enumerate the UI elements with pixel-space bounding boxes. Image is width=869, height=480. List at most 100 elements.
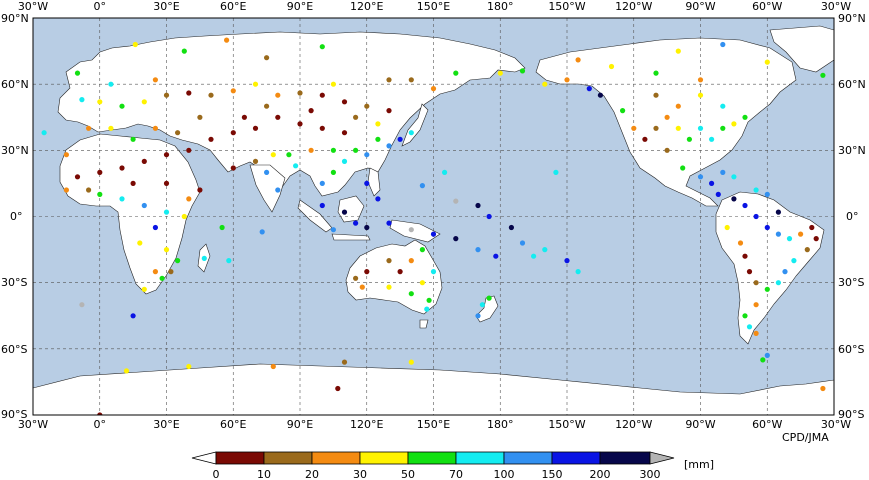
station-marker xyxy=(163,92,170,98)
station-marker xyxy=(79,302,85,308)
station-marker xyxy=(364,224,370,231)
station-marker xyxy=(353,220,359,226)
station-marker xyxy=(775,209,782,215)
station-marker xyxy=(775,280,782,286)
station-marker xyxy=(408,130,414,136)
lat-label: 30°S xyxy=(838,276,864,289)
station-marker xyxy=(159,275,165,281)
station-marker xyxy=(760,357,766,363)
station-marker xyxy=(809,224,815,231)
legend-bin xyxy=(551,451,601,465)
station-marker xyxy=(386,284,392,290)
station-marker xyxy=(201,255,207,261)
lon-label: 150°E xyxy=(417,418,450,431)
station-marker xyxy=(319,92,325,98)
station-marker xyxy=(108,125,114,131)
station-marker xyxy=(79,97,85,103)
lon-labels-top: 30°W 0° 30°E 60°E 90°E 120°E 150°E 180° … xyxy=(18,0,851,13)
lon-label: 60°E xyxy=(220,0,246,13)
station-marker xyxy=(564,77,570,83)
station-marker xyxy=(141,202,147,209)
legend-tick: 300 xyxy=(640,468,661,480)
map-border xyxy=(32,17,835,416)
land-africa xyxy=(59,133,201,295)
station-marker xyxy=(319,44,325,50)
station-marker xyxy=(575,269,581,275)
lon-label: 30°W xyxy=(18,0,48,13)
station-marker xyxy=(335,385,341,392)
station-marker xyxy=(791,258,797,264)
lon-label: 180° xyxy=(487,418,514,431)
station-marker xyxy=(186,147,192,153)
station-marker xyxy=(375,136,381,142)
station-marker xyxy=(330,81,336,87)
station-markers xyxy=(41,37,826,415)
station-marker xyxy=(130,136,136,142)
lon-label: 90°W xyxy=(685,0,715,13)
station-marker xyxy=(141,99,147,105)
credit-label: CPD/JMA xyxy=(782,431,829,444)
station-marker xyxy=(181,48,187,54)
station-marker xyxy=(820,385,826,392)
station-marker xyxy=(353,275,359,281)
station-marker xyxy=(319,125,325,131)
station-marker xyxy=(108,81,114,87)
lon-label: 60°E xyxy=(220,418,246,431)
station-marker xyxy=(386,143,392,149)
graticule xyxy=(33,18,834,415)
station-marker xyxy=(386,108,392,114)
station-marker xyxy=(753,330,759,336)
lon-label: 60°W xyxy=(752,418,782,431)
lon-labels-bottom: 30°W 0° 30°E 60°E 90°E 120°E 150°E 180° … xyxy=(18,418,851,431)
station-marker xyxy=(408,227,414,233)
station-marker xyxy=(709,136,715,142)
station-marker xyxy=(341,158,348,164)
land-borneo xyxy=(337,195,365,223)
station-marker xyxy=(430,231,437,237)
station-marker xyxy=(319,180,325,186)
station-marker xyxy=(264,103,270,109)
land-new-zealand xyxy=(475,295,499,323)
lon-label: 120°E xyxy=(350,418,383,431)
station-marker xyxy=(163,209,170,215)
station-marker xyxy=(664,147,670,153)
station-marker xyxy=(297,121,303,127)
lat-label: 30°N xyxy=(1,144,29,157)
station-marker xyxy=(453,198,459,204)
station-marker xyxy=(519,240,526,246)
legend-bin xyxy=(455,451,505,465)
lat-labels-left: 90°N 60°N 30°N 0° 30°S 60°S 90°S xyxy=(1,12,29,421)
lat-labels-right: 90°N 60°N 30°N 0° 30°S 60°S 90°S xyxy=(838,12,866,421)
station-marker xyxy=(375,196,381,202)
station-marker xyxy=(731,174,737,180)
station-marker xyxy=(397,269,403,275)
station-marker xyxy=(175,130,181,136)
station-marker xyxy=(141,158,147,164)
station-marker xyxy=(564,258,570,264)
station-marker xyxy=(408,258,414,264)
station-marker xyxy=(141,286,147,292)
station-marker xyxy=(152,269,158,275)
station-marker xyxy=(270,363,276,370)
legend-bin xyxy=(215,451,265,465)
station-marker xyxy=(430,86,437,92)
legend-tick: 30 xyxy=(353,468,367,480)
lon-label: 0° xyxy=(94,418,107,431)
station-marker xyxy=(63,152,69,158)
station-marker xyxy=(353,147,359,153)
station-marker xyxy=(753,280,759,286)
station-marker xyxy=(97,169,103,175)
station-marker xyxy=(264,169,270,175)
station-marker xyxy=(664,114,670,120)
station-marker xyxy=(775,231,782,237)
lat-label: 90°N xyxy=(1,12,29,25)
station-marker xyxy=(519,68,526,74)
land-india xyxy=(249,164,286,213)
station-marker xyxy=(86,125,92,131)
station-marker xyxy=(553,169,559,175)
station-marker xyxy=(493,253,499,259)
lat-label: 0° xyxy=(10,210,23,223)
station-marker xyxy=(341,130,348,136)
station-marker xyxy=(364,103,370,109)
station-marker xyxy=(386,258,392,264)
